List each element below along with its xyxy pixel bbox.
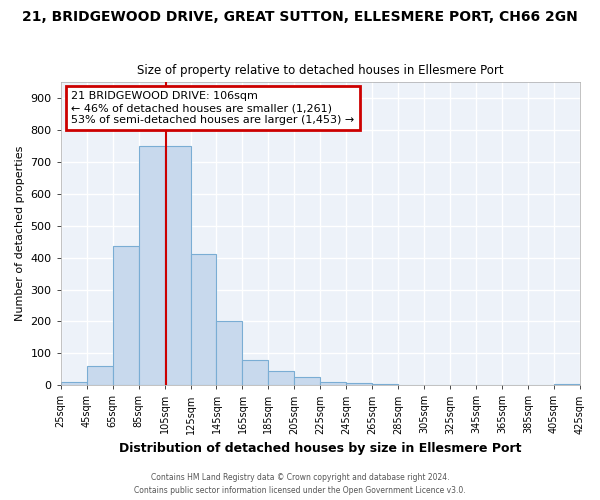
Bar [164,146,191,385]
Bar [372,384,398,385]
Bar [139,146,164,385]
Bar [191,254,217,385]
Bar [113,246,139,385]
Bar [242,360,268,385]
Bar [346,382,372,385]
X-axis label: Distribution of detached houses by size in Ellesmere Port: Distribution of detached houses by size … [119,442,521,455]
Bar [554,384,580,385]
Bar [61,382,86,385]
Bar [320,382,346,385]
Text: 21 BRIDGEWOOD DRIVE: 106sqm
← 46% of detached houses are smaller (1,261)
53% of : 21 BRIDGEWOOD DRIVE: 106sqm ← 46% of det… [71,92,355,124]
Bar [268,371,295,385]
Bar [86,366,113,385]
Title: Size of property relative to detached houses in Ellesmere Port: Size of property relative to detached ho… [137,64,503,77]
Bar [217,322,242,385]
Text: Contains HM Land Registry data © Crown copyright and database right 2024.
Contai: Contains HM Land Registry data © Crown c… [134,474,466,495]
Bar [295,377,320,385]
Y-axis label: Number of detached properties: Number of detached properties [15,146,25,322]
Text: 21, BRIDGEWOOD DRIVE, GREAT SUTTON, ELLESMERE PORT, CH66 2GN: 21, BRIDGEWOOD DRIVE, GREAT SUTTON, ELLE… [22,10,578,24]
